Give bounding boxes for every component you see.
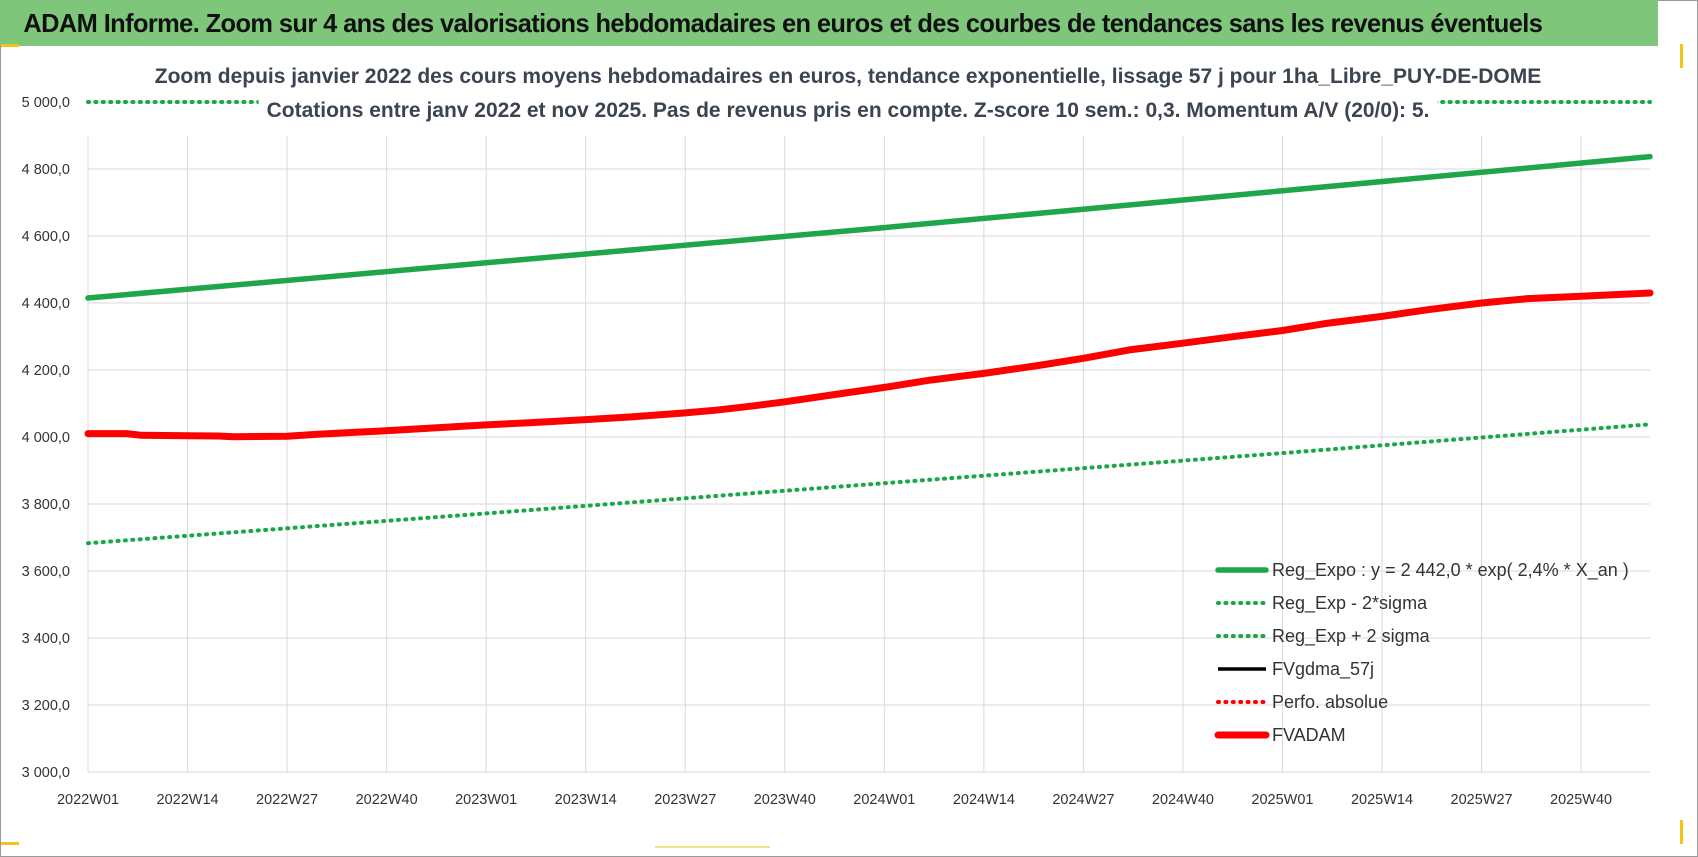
x-tick-label: 2024W01 bbox=[853, 792, 915, 808]
x-tick-label: 2024W40 bbox=[1152, 792, 1214, 808]
title-background bbox=[258, 96, 1438, 125]
series-line-reg-exp-2-sigma bbox=[86, 422, 1652, 546]
x-axis-ticks: 2022W01 2022W14 2022W27 2022W40 2023W01 2023W… bbox=[57, 792, 1612, 808]
x-tick-label: 2023W14 bbox=[555, 792, 617, 808]
legend-label: Reg_Exp + 2 sigma bbox=[1272, 626, 1431, 647]
legend: Reg_Expo : y = 2 442,0 * exp( 2,4% * X_a… bbox=[1214, 560, 1629, 745]
corner-accents bbox=[1, 44, 1683, 848]
y-tick-label: 3 000,0 bbox=[22, 765, 70, 781]
x-tick-label: 2023W40 bbox=[754, 792, 816, 808]
legend-label: Reg_Exp - 2*sigma bbox=[1272, 593, 1428, 614]
y-tick-label: 4 400,0 bbox=[22, 296, 70, 312]
x-tick-label: 2025W40 bbox=[1550, 792, 1612, 808]
y-tick-label: 4 200,0 bbox=[22, 363, 70, 379]
series bbox=[84, 100, 1654, 546]
corner-accent-top-left bbox=[1, 44, 19, 47]
y-tick-label: 5 000,0 bbox=[22, 95, 70, 111]
corner-accent-bottom-right bbox=[1680, 820, 1683, 844]
title-background bbox=[146, 62, 1550, 91]
banner-title: ADAM Informe. Zoom sur 4 ans des valoris… bbox=[0, 0, 1658, 46]
y-tick-label: 3 600,0 bbox=[22, 564, 70, 580]
series-line-reg-expo-y-2-442-0-exp-2-4-x-an bbox=[85, 153, 1653, 301]
corner-accent-top-right bbox=[1680, 44, 1683, 68]
x-tick-label: 2025W27 bbox=[1451, 792, 1513, 808]
legend-label: Reg_Expo : y = 2 442,0 * exp( 2,4% * X_a… bbox=[1272, 560, 1629, 581]
y-tick-label: 4 000,0 bbox=[22, 430, 70, 446]
y-tick-label: 4 600,0 bbox=[22, 229, 70, 245]
x-tick-label: 2024W14 bbox=[953, 792, 1015, 808]
legend-label: FVgdma_57j bbox=[1272, 659, 1374, 680]
y-tick-label: 4 800,0 bbox=[22, 162, 70, 178]
chart-title: Zoom depuis janvier 2022 des cours moyen… bbox=[146, 62, 1550, 125]
x-tick-label: 2024W27 bbox=[1052, 792, 1114, 808]
x-tick-label: 2022W14 bbox=[157, 792, 219, 808]
x-tick-label: 2022W40 bbox=[356, 792, 418, 808]
y-tick-label: 3 800,0 bbox=[22, 497, 70, 513]
gridlines bbox=[87, 101, 1650, 773]
x-tick-label: 2022W27 bbox=[256, 792, 318, 808]
bottom-accent bbox=[655, 846, 770, 848]
x-tick-label: 2023W27 bbox=[654, 792, 716, 808]
x-tick-label: 2023W01 bbox=[455, 792, 517, 808]
y-tick-label: 3 200,0 bbox=[22, 698, 70, 714]
y-tick-label: 3 400,0 bbox=[22, 631, 70, 647]
x-tick-label: 2025W14 bbox=[1351, 792, 1413, 808]
chart-title-line-1: Zoom depuis janvier 2022 des cours moyen… bbox=[155, 65, 1541, 88]
y-axis-ticks: 3 000,0 3 200,0 3 400,0 3 600,0 3 800,0 4 000… bbox=[22, 95, 70, 781]
series-line-fvadam bbox=[84, 289, 1654, 441]
x-tick-label: 2022W01 bbox=[57, 792, 119, 808]
legend-label: FVADAM bbox=[1272, 725, 1346, 745]
legend-label: Perfo. absolue bbox=[1272, 692, 1388, 712]
chart-title-line-2: Cotations entre janv 2022 et nov 2025. P… bbox=[267, 99, 1430, 122]
x-tick-label: 2025W01 bbox=[1251, 792, 1313, 808]
corner-accent-bottom-left bbox=[1, 842, 19, 845]
